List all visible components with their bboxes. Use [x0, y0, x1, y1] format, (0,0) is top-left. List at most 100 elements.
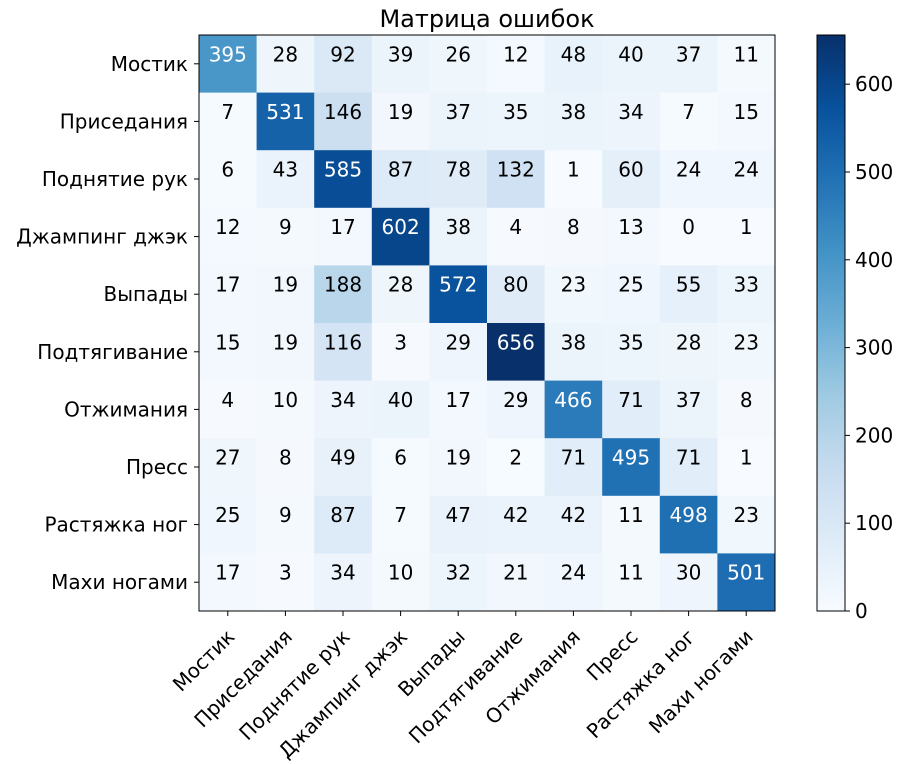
heatmap-cell: [199, 495, 258, 554]
heatmap-cell: [717, 495, 776, 554]
heatmap-cell: [429, 495, 488, 554]
heatmap-cell: [659, 553, 718, 612]
cell-value-label: 188: [324, 273, 362, 297]
cell-value-label: 1: [740, 446, 753, 470]
cell-value-label: 21: [503, 561, 528, 585]
heatmap-cell: [199, 92, 258, 151]
heatmap-cell: [544, 495, 603, 554]
heatmap-cell: [256, 265, 315, 324]
heatmap-cell: [371, 495, 430, 554]
heatmap-cell: [199, 265, 258, 324]
heatmap-cell: [429, 35, 488, 94]
heatmap-cell: [487, 207, 546, 266]
cell-value-label: 37: [676, 388, 701, 412]
heatmap-cell: [199, 380, 258, 439]
heatmap-cell: [717, 323, 776, 382]
heatmap-cell: [199, 438, 258, 497]
heatmap-cell: [256, 92, 315, 151]
cell-value-label: 531: [266, 100, 304, 124]
y-tick-label: Поднятие рук: [42, 167, 188, 191]
heatmap-cell: [371, 380, 430, 439]
cell-value-label: 37: [676, 42, 701, 66]
heatmap-cell: [314, 323, 373, 382]
heatmap-cell: [371, 265, 430, 324]
colorbar: [816, 34, 846, 612]
heatmap-cell: [487, 553, 546, 612]
heatmap-cell: [256, 35, 315, 94]
cell-value-label: 80: [503, 273, 528, 297]
cell-value-label: 39: [388, 42, 413, 66]
heatmap-cell: [659, 323, 718, 382]
cell-value-label: 11: [733, 42, 758, 66]
cell-value-label: 42: [503, 503, 528, 527]
y-tick-label: Махи ногами: [51, 570, 188, 594]
cell-value-label: 38: [445, 215, 470, 239]
heatmap-cell: [314, 495, 373, 554]
heatmap-cell: [371, 150, 430, 209]
heatmap-cell: [314, 438, 373, 497]
cell-value-label: 29: [445, 330, 470, 354]
cell-value-label: 23: [733, 330, 758, 354]
cell-value-label: 28: [273, 42, 298, 66]
heatmap-cell: [602, 380, 661, 439]
heatmap-cell: [544, 323, 603, 382]
cell-value-label: 495: [612, 446, 650, 470]
cell-value-label: 49: [330, 446, 355, 470]
cell-value-label: 7: [394, 503, 407, 527]
heatmap-cell: [659, 438, 718, 497]
heatmap-cell: [659, 92, 718, 151]
y-tick-label: Пресс: [126, 455, 188, 479]
cell-value-label: 19: [445, 446, 470, 470]
cell-value-label: 24: [676, 158, 701, 182]
heatmap-cell: [659, 495, 718, 554]
heatmap-cell: [371, 35, 430, 94]
heatmap-cell: [371, 92, 430, 151]
cell-value-label: 6: [394, 446, 407, 470]
cell-value-label: 19: [388, 100, 413, 124]
cell-value-label: 28: [388, 273, 413, 297]
cell-value-label: 19: [273, 273, 298, 297]
cell-value-label: 572: [439, 273, 477, 297]
y-tick-label: Растяжка ног: [44, 513, 188, 537]
cell-value-label: 7: [682, 100, 695, 124]
cell-value-label: 24: [561, 561, 586, 585]
cell-value-label: 501: [727, 561, 765, 585]
cell-value-label: 17: [445, 388, 470, 412]
chart-title: Матрица ошибок: [379, 5, 594, 33]
heatmap-cell: [544, 207, 603, 266]
heatmap-cell: [429, 553, 488, 612]
heatmap-cell: [544, 553, 603, 612]
colorbar-tick-label: 400: [855, 248, 893, 272]
cell-value-label: 34: [618, 100, 643, 124]
heatmap-cell: [199, 553, 258, 612]
heatmap-cells: [199, 35, 776, 612]
heatmap-cell: [717, 265, 776, 324]
heatmap-cell: [717, 438, 776, 497]
cell-value-label: 32: [445, 561, 470, 585]
heatmap-cell: [487, 438, 546, 497]
heatmap-cell: [429, 207, 488, 266]
cell-value-label: 10: [273, 388, 298, 412]
cell-value-label: 0: [682, 215, 695, 239]
cell-value-label: 466: [554, 388, 592, 412]
cell-value-label: 47: [445, 503, 470, 527]
cell-value-label: 8: [567, 215, 580, 239]
cell-value-label: 17: [330, 215, 355, 239]
y-tick-label: Отжимания: [64, 397, 188, 421]
heatmap-cell: [659, 380, 718, 439]
cell-value-label: 23: [733, 503, 758, 527]
cell-value-label: 8: [279, 446, 292, 470]
heatmap-cell: [602, 35, 661, 94]
cell-value-label: 13: [618, 215, 643, 239]
heatmap-cell: [487, 265, 546, 324]
colorbar-tick-label: 300: [855, 336, 893, 360]
heatmap-cell: [487, 35, 546, 94]
heatmap-cell: [256, 553, 315, 612]
y-tick-label: Выпады: [104, 282, 188, 306]
heatmap-cell: [544, 265, 603, 324]
heatmap-cell: [659, 150, 718, 209]
heatmap-cell: [314, 150, 373, 209]
cell-value-label: 37: [445, 100, 470, 124]
cell-value-label: 602: [382, 215, 420, 239]
heatmap-cell: [544, 35, 603, 94]
